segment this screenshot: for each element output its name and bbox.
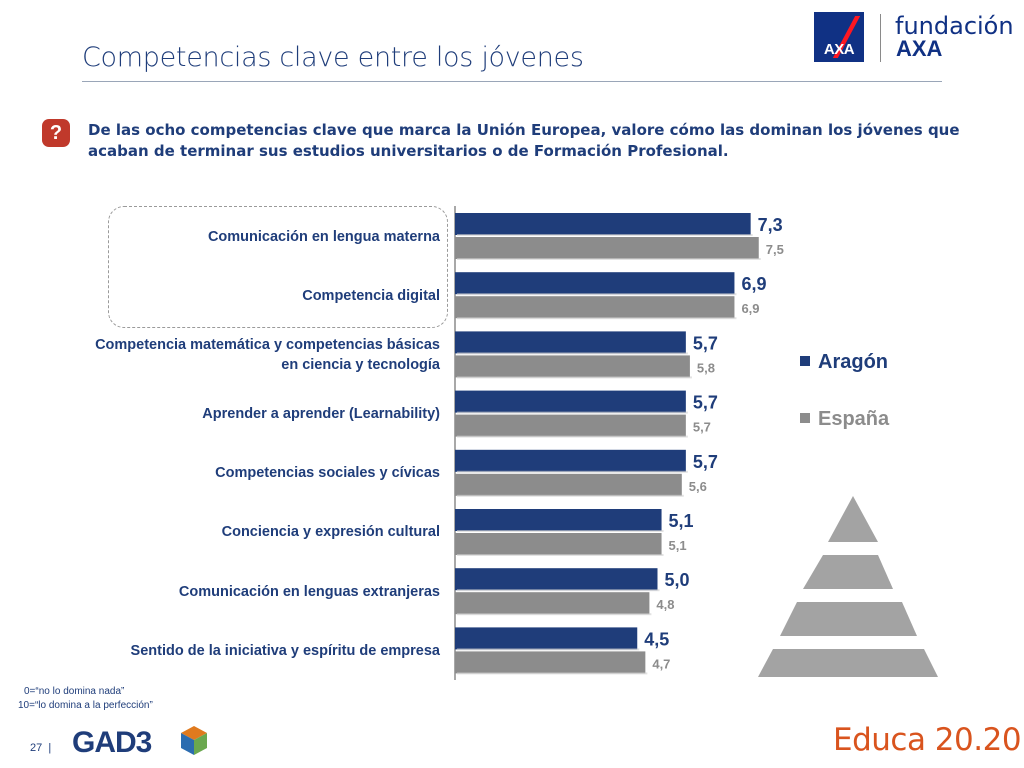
bar-shadow [457, 554, 664, 556]
logo-divider [880, 14, 881, 62]
question-icon: ? [42, 119, 70, 147]
category-label: Conciencia y expresión cultural [221, 524, 440, 540]
bar-shadow [457, 293, 737, 296]
bar-shadow [457, 411, 688, 414]
educa-logo: Educa 20.20 [833, 722, 1022, 758]
bar-aragon [455, 449, 686, 472]
data-label-espana: 6,9 [741, 301, 759, 316]
data-label-aragon: 7,3 [758, 215, 783, 235]
bar-espana [455, 592, 650, 615]
bar-shadow [457, 530, 664, 532]
data-label-aragon: 5,0 [665, 570, 690, 590]
legend-item-aragon: Aragón [800, 351, 888, 374]
bar-aragon [455, 331, 686, 354]
category-label: Competencia matemática y competencias bá… [95, 337, 440, 373]
fundacion-logo-text: fundación [895, 12, 1014, 40]
bar-shadow [457, 234, 753, 236]
bar-espana [455, 473, 682, 496]
page-number-value: 27 [30, 742, 43, 754]
data-label-espana: 5,7 [693, 420, 711, 435]
data-label-espana: 4,7 [652, 656, 670, 671]
page-number: 27 | [30, 742, 51, 754]
bar-shadow [457, 672, 648, 675]
category-label: Competencia digital [302, 288, 440, 304]
data-label-espana: 5,1 [669, 538, 687, 553]
legend-label: Aragón [818, 351, 888, 373]
legend-swatch [800, 355, 810, 366]
bar-espana [455, 237, 759, 259]
data-label-aragon: 5,1 [669, 511, 694, 531]
bar-shadow [457, 258, 761, 260]
category-label: Sentido de la iniciativa y espíritu de e… [130, 643, 440, 659]
data-label-aragon: 5,7 [693, 452, 718, 472]
bar-shadow [457, 317, 737, 320]
pyramid-tier [780, 602, 917, 636]
bar-shadow [457, 352, 688, 355]
legend-label: España [818, 408, 890, 430]
category-label: Comunicación en lengua materna [207, 229, 440, 245]
bar-aragon [455, 627, 638, 650]
data-label-aragon: 6,9 [741, 274, 766, 294]
data-label-espana: 4,8 [656, 597, 674, 612]
axa-logo-text: AXA [823, 41, 855, 58]
data-label-espana: 5,8 [697, 360, 715, 375]
bar-espana [455, 414, 686, 437]
data-label-aragon: 5,7 [693, 333, 718, 353]
page-title: Competencias clave entre los jóvenes [82, 42, 584, 73]
pyramid-tier [803, 555, 893, 589]
bar-espana [455, 296, 735, 319]
bar-shadow [457, 376, 692, 379]
bar-aragon [455, 213, 751, 235]
bar-shadow [457, 494, 684, 497]
data-label-espana: 7,5 [766, 242, 784, 257]
bar-espana [455, 533, 662, 555]
bar-shadow [457, 613, 652, 616]
data-label-espana: 5,6 [689, 479, 707, 494]
data-label-aragon: 4,5 [644, 629, 669, 649]
pyramid-tier [758, 649, 938, 677]
bar-shadow [457, 435, 688, 438]
highlight-box [108, 206, 448, 328]
title-divider [82, 81, 942, 82]
scale-note-max: 10=“lo domina a la perfección” [18, 700, 153, 711]
pyramid-tier [828, 496, 878, 542]
scale-note-min: 0=“no lo domina nada” [24, 686, 125, 697]
gad3-logo: GAD3 [72, 726, 152, 759]
legend-swatch [800, 412, 810, 423]
category-label: Competencias sociales y cívicas [215, 465, 440, 481]
bar-aragon [455, 568, 658, 591]
legend-item-espana: España [800, 408, 889, 431]
bar-shadow [457, 589, 660, 592]
fundacion-axa-logo-text: AXA [896, 36, 943, 61]
bar-aragon [455, 509, 662, 531]
bar-aragon [455, 272, 735, 295]
bar-aragon [455, 390, 686, 413]
page-separator: | [48, 742, 52, 754]
axa-logo: AXA [814, 12, 864, 62]
data-label-aragon: 5,7 [693, 393, 718, 413]
category-label: Aprender a aprender (Learnability) [202, 406, 440, 422]
bar-espana [455, 355, 690, 378]
bar-shadow [457, 470, 688, 473]
survey-question: De las ocho competencias clave que marca… [88, 121, 960, 160]
bar-shadow [457, 648, 640, 651]
category-label: Comunicación en lenguas extranjeras [178, 584, 440, 600]
bar-espana [455, 651, 646, 674]
